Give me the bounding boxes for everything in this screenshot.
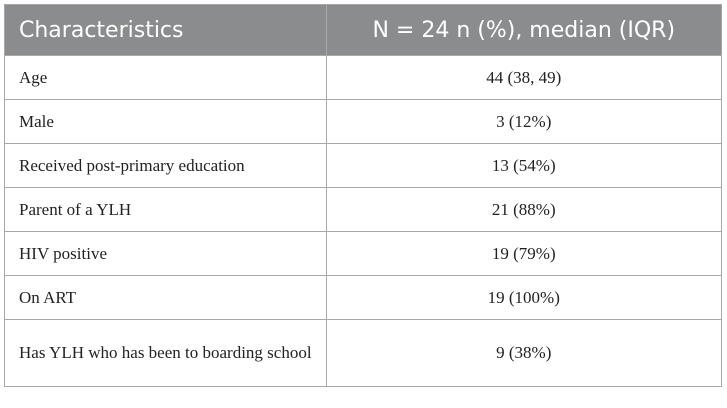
row-value: 19 (100%) (326, 275, 721, 320)
row-value: 9 (38%) (326, 319, 721, 386)
row-label: Has YLH who has been to boarding school (5, 319, 327, 386)
header-characteristics: Characteristics (5, 5, 327, 56)
row-value: 21 (88%) (326, 187, 721, 232)
characteristics-table-container: Characteristics N = 24 n (%), median (IQ… (4, 4, 722, 387)
row-label: Parent of a YLH (5, 187, 327, 232)
table-row: Male 3 (12%) (5, 99, 721, 144)
row-value: 44 (38, 49) (326, 55, 721, 100)
row-label: Age (5, 55, 327, 100)
table-header-row: Characteristics N = 24 n (%), median (IQ… (5, 5, 721, 56)
row-value: 19 (79%) (326, 231, 721, 276)
row-value: 3 (12%) (326, 99, 721, 144)
table-row: On ART 19 (100%) (5, 275, 721, 320)
header-n-summary: N = 24 n (%), median (IQR) (326, 5, 721, 56)
table-row: Received post-primary education 13 (54%) (5, 143, 721, 188)
row-label: HIV positive (5, 231, 327, 276)
row-label: Received post-primary education (5, 143, 327, 188)
table-row: Has YLH who has been to boarding school … (5, 319, 721, 386)
table-row: Parent of a YLH 21 (88%) (5, 187, 721, 232)
table-row: HIV positive 19 (79%) (5, 231, 721, 276)
characteristics-table: Characteristics N = 24 n (%), median (IQ… (5, 5, 721, 386)
row-value: 13 (54%) (326, 143, 721, 188)
row-label: Male (5, 99, 327, 144)
row-label: On ART (5, 275, 327, 320)
table-row: Age 44 (38, 49) (5, 55, 721, 100)
